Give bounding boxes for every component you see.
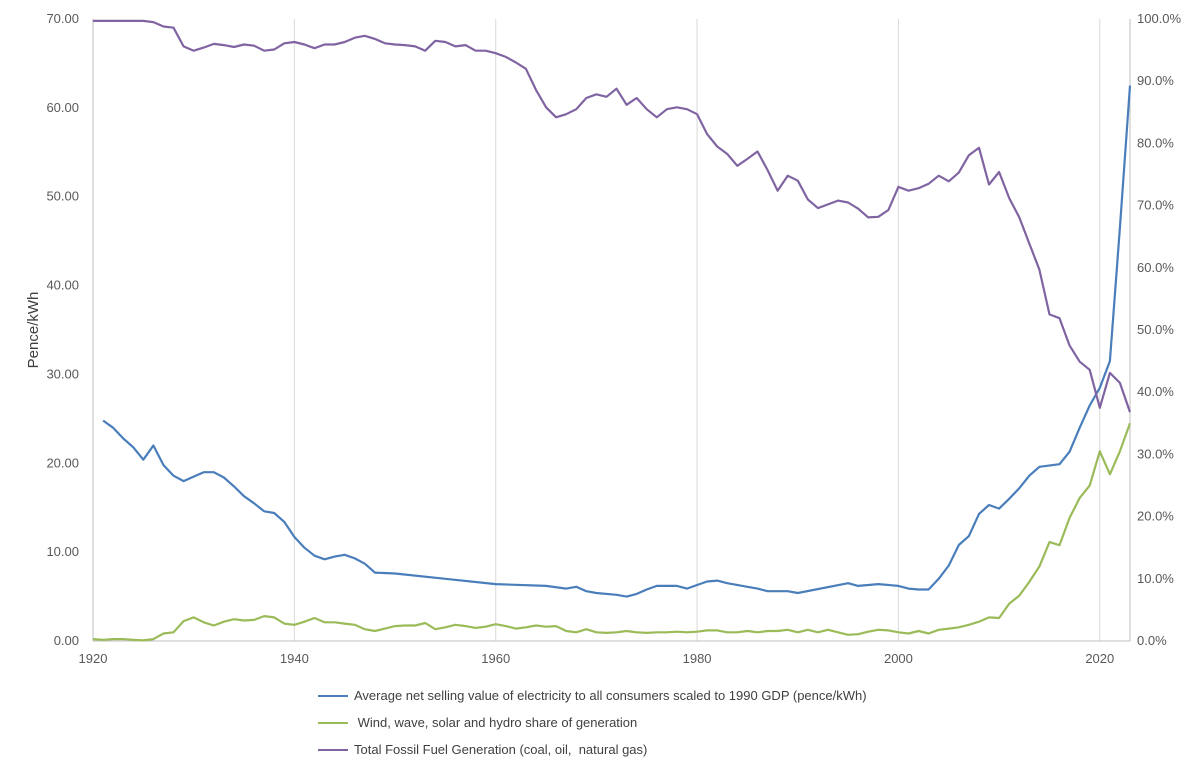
axes — [92, 19, 1131, 642]
series-line-fossil — [93, 19, 1132, 413]
series-lines — [92, 19, 1132, 642]
legend-item-renewables: Wind, wave, solar and hydro share of gen… — [318, 709, 867, 736]
legend-swatch-fossil — [318, 748, 348, 751]
tick-labels: 1920 1940 1960 1980 2000 2020 0.00 10.00 20.00 30… — [46, 11, 1181, 666]
y-tick-label-right: 0.0% — [1137, 633, 1167, 648]
y-tick-label-right: 90.0% — [1137, 73, 1174, 88]
y-tick-label-right: 30.0% — [1137, 446, 1174, 461]
y-tick-label-right: 80.0% — [1137, 135, 1174, 150]
x-tick-label: 2020 — [1085, 651, 1114, 666]
x-tick-label: 1980 — [683, 651, 712, 666]
y-tick-label-right: 10.0% — [1137, 571, 1174, 586]
vertical-gridlines — [293, 19, 1101, 641]
legend-label-fossil: Total Fossil Fuel Generation (coal, oil,… — [354, 742, 648, 757]
y-tick-label-left: 50.00 — [46, 189, 79, 204]
y-axis-label: Pence/kWh — [25, 292, 42, 369]
y-tick-label-right: 40.0% — [1137, 384, 1174, 399]
legend-item-price: Average net selling value of electricity… — [318, 682, 867, 709]
x-tick-label: 1960 — [481, 651, 510, 666]
y-tick-label-left: 40.00 — [46, 278, 79, 293]
legend-swatch-renewables — [318, 721, 348, 724]
y-tick-label-left: 70.00 — [46, 11, 79, 26]
y-tick-label-right: 70.0% — [1137, 198, 1174, 213]
legend-label-price: Average net selling value of electricity… — [354, 688, 867, 703]
y-tick-label-right: 20.0% — [1137, 509, 1174, 524]
x-tick-label: 2000 — [884, 651, 913, 666]
x-tick-label: 1940 — [280, 651, 309, 666]
y-tick-label-left: 30.00 — [46, 366, 79, 381]
x-tick-label: 1920 — [79, 651, 108, 666]
y-tick-label-left: 60.00 — [46, 100, 79, 115]
y-tick-label-right: 60.0% — [1137, 260, 1174, 275]
legend-swatch-price — [318, 694, 348, 697]
y-tick-label-left: 20.00 — [46, 455, 79, 470]
legend-item-fossil: Total Fossil Fuel Generation (coal, oil,… — [318, 736, 867, 763]
y-tick-label-left: 10.00 — [46, 544, 79, 559]
legend: Average net selling value of electricity… — [318, 682, 867, 763]
legend-label-renewables: Wind, wave, solar and hydro share of gen… — [354, 715, 638, 730]
series-line-price — [102, 85, 1132, 598]
y-tick-label-right: 50.0% — [1137, 322, 1174, 337]
y-tick-label-right: 100.0% — [1137, 11, 1182, 26]
y-tick-label-left: 0.00 — [54, 633, 79, 648]
series-line-renewables — [92, 422, 1132, 642]
